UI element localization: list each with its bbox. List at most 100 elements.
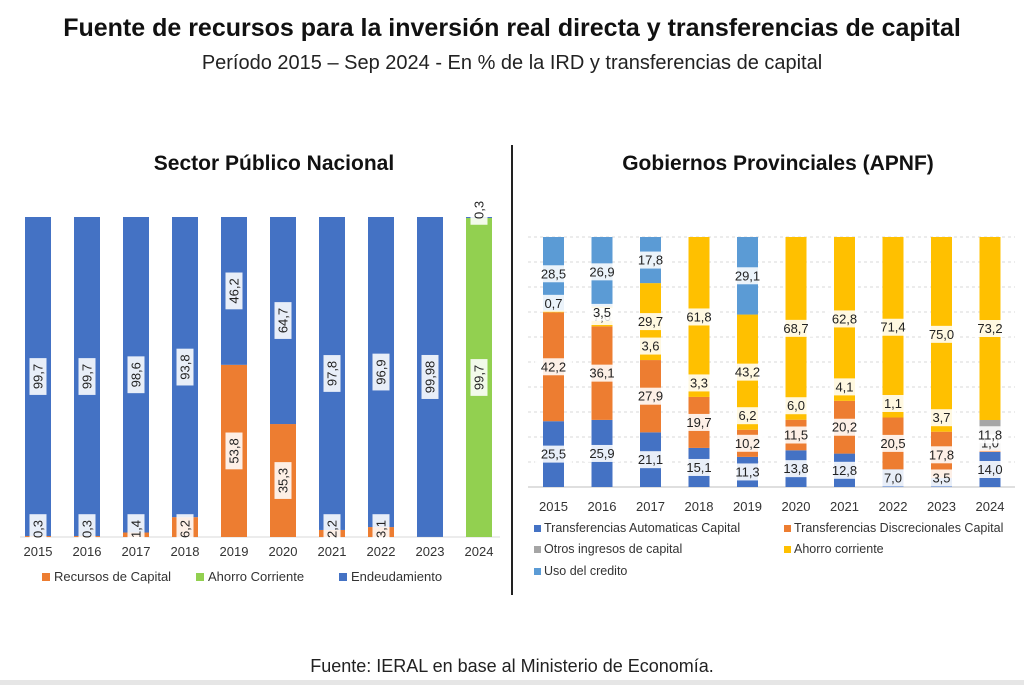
data-label-2015: 42,2 bbox=[535, 358, 572, 376]
data-label-2021: 20,2 bbox=[826, 418, 863, 436]
svg-text:3,6: 3,6 bbox=[641, 339, 659, 354]
legend-label: Otros ingresos de capital bbox=[544, 542, 682, 556]
x-tick-label: 2017 bbox=[122, 544, 151, 559]
svg-text:0,7: 0,7 bbox=[544, 296, 562, 311]
data-label-2015: 99,7 bbox=[29, 358, 47, 395]
data-label-2021: 62,8 bbox=[826, 310, 863, 328]
x-tick-label: 2016 bbox=[73, 544, 102, 559]
data-label-2017: 98,6 bbox=[127, 356, 145, 394]
svg-text:25,5: 25,5 bbox=[541, 447, 566, 462]
legend-label: Ahorro Corriente bbox=[208, 569, 304, 584]
svg-text:10,2: 10,2 bbox=[735, 436, 760, 451]
data-label-2016: 36,1 bbox=[583, 364, 621, 382]
data-label-2021: 12,8 bbox=[826, 461, 863, 479]
data-label-extra-2021: 4,1 bbox=[829, 378, 860, 396]
legend-swatch bbox=[534, 546, 541, 553]
data-label-2024: 99,7 bbox=[470, 359, 488, 396]
legend-swatch bbox=[784, 546, 791, 553]
svg-text:14,0: 14,0 bbox=[977, 462, 1002, 477]
svg-text:43,2: 43,2 bbox=[735, 365, 760, 380]
data-label-2023: 17,8 bbox=[923, 446, 960, 464]
legend-label: Transferencias Automaticas Capital bbox=[544, 521, 740, 535]
svg-text:3,5: 3,5 bbox=[593, 305, 611, 320]
data-label-2017: 1,4 bbox=[127, 514, 145, 544]
page-title: Fuente de recursos para la inversión rea… bbox=[63, 14, 961, 42]
data-label-2020: 68,7 bbox=[777, 319, 815, 337]
data-label-extra-2022: 1,1 bbox=[878, 394, 908, 412]
data-label-2016: 99,7 bbox=[78, 358, 96, 395]
svg-text:99,7: 99,7 bbox=[80, 364, 95, 389]
svg-text:15,1: 15,1 bbox=[686, 460, 711, 475]
svg-text:98,6: 98,6 bbox=[129, 362, 144, 387]
svg-text:75,0: 75,0 bbox=[929, 327, 954, 342]
data-label-2018: 61,8 bbox=[680, 308, 718, 326]
data-label-2024: 11,8 bbox=[971, 426, 1009, 444]
data-label-2023: 99,98 bbox=[421, 354, 439, 399]
data-label-2024: 0,3 bbox=[470, 195, 488, 225]
x-tick-label: 2023 bbox=[927, 499, 956, 514]
svg-text:13,8: 13,8 bbox=[783, 461, 808, 476]
data-label-2019: 46,2 bbox=[225, 272, 243, 310]
svg-text:21,1: 21,1 bbox=[638, 452, 663, 467]
legend-label: Endeudamiento bbox=[351, 569, 442, 584]
data-label-2022: 71,4 bbox=[874, 318, 912, 336]
x-tick-label: 2023 bbox=[416, 544, 445, 559]
x-tick-label: 2021 bbox=[830, 499, 859, 514]
data-label-2016: 26,9 bbox=[583, 263, 621, 281]
svg-text:7,0: 7,0 bbox=[884, 471, 902, 486]
svg-text:3,7: 3,7 bbox=[932, 410, 950, 425]
data-label-2020: 13,8 bbox=[777, 460, 815, 478]
svg-text:1,1: 1,1 bbox=[884, 396, 902, 411]
svg-text:19,7: 19,7 bbox=[686, 415, 711, 430]
data-label-2017: 29,7 bbox=[632, 313, 669, 331]
x-tick-label: 2022 bbox=[879, 499, 908, 514]
x-tick-label: 2020 bbox=[269, 544, 298, 559]
svg-text:0,3: 0,3 bbox=[472, 201, 487, 219]
data-label-2019: 11,3 bbox=[729, 463, 766, 481]
data-label-extra-2019: 6,2 bbox=[732, 407, 763, 425]
data-label-2020: 64,7 bbox=[274, 302, 292, 339]
legend-swatch bbox=[42, 573, 50, 581]
data-label-2024: 14,0 bbox=[971, 461, 1009, 478]
x-tick-label: 2024 bbox=[976, 499, 1005, 514]
data-label-2018: 15,1 bbox=[680, 458, 718, 476]
svg-text:11,8: 11,8 bbox=[978, 427, 1002, 442]
data-label-2015: 28,5 bbox=[535, 265, 572, 283]
svg-text:0,3: 0,3 bbox=[80, 520, 95, 538]
svg-text:17,8: 17,8 bbox=[638, 253, 663, 268]
svg-text:20,5: 20,5 bbox=[880, 436, 905, 451]
svg-text:1,4: 1,4 bbox=[129, 520, 144, 538]
svg-text:27,9: 27,9 bbox=[638, 389, 663, 404]
data-label-2022: 7,0 bbox=[878, 469, 908, 487]
svg-text:99,98: 99,98 bbox=[423, 361, 438, 394]
svg-text:29,1: 29,1 bbox=[735, 268, 760, 283]
legend-swatch bbox=[534, 568, 541, 575]
svg-text:97,8: 97,8 bbox=[325, 361, 340, 386]
x-tick-label: 2015 bbox=[24, 544, 53, 559]
svg-text:6,2: 6,2 bbox=[178, 520, 193, 538]
data-label-2021: 97,8 bbox=[323, 355, 341, 392]
svg-text:4,1: 4,1 bbox=[835, 379, 853, 394]
x-tick-label: 2021 bbox=[318, 544, 347, 559]
svg-text:62,8: 62,8 bbox=[832, 311, 857, 326]
svg-text:68,7: 68,7 bbox=[783, 321, 808, 336]
svg-text:99,7: 99,7 bbox=[31, 364, 46, 389]
legend-label: Transferencias Discrecionales Capital bbox=[794, 521, 1003, 535]
svg-text:11,5: 11,5 bbox=[784, 428, 808, 443]
data-label-2019: 43,2 bbox=[729, 363, 766, 381]
svg-text:53,8: 53,8 bbox=[227, 438, 242, 463]
svg-text:73,2: 73,2 bbox=[977, 321, 1002, 336]
legend-swatch bbox=[784, 525, 791, 532]
data-label-2018: 6,2 bbox=[176, 514, 194, 544]
data-label-2022: 20,5 bbox=[874, 434, 912, 452]
svg-text:35,3: 35,3 bbox=[276, 468, 291, 493]
svg-text:3,1: 3,1 bbox=[374, 520, 389, 538]
data-label-2017: 17,8 bbox=[632, 251, 669, 269]
data-label-2020: 35,3 bbox=[274, 462, 292, 499]
data-label-2021: 2,2 bbox=[323, 514, 341, 544]
chart-apnf: Gobiernos Provinciales (APNF) 25,5 42,2 0,7… bbox=[528, 152, 1015, 578]
x-tick-label: 2019 bbox=[733, 499, 762, 514]
chart-title: Sector Público Nacional bbox=[154, 152, 394, 175]
chart-title: Gobiernos Provinciales (APNF) bbox=[622, 152, 934, 175]
svg-text:3,3: 3,3 bbox=[690, 375, 708, 390]
